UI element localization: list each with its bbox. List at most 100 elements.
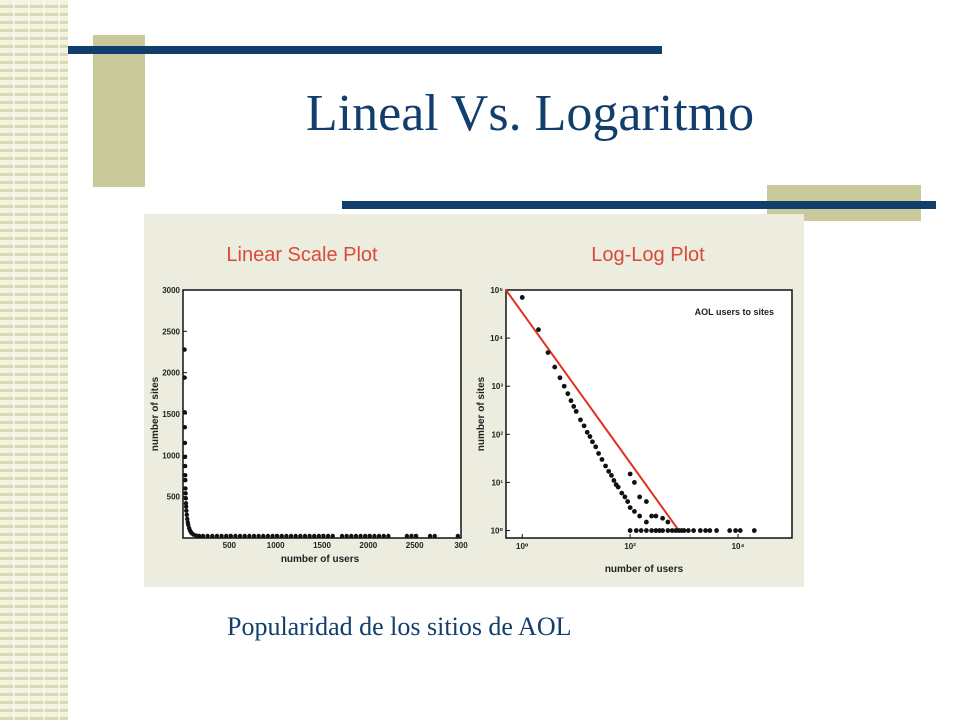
linear-point — [182, 463, 188, 469]
linear-point — [183, 477, 188, 483]
linear-point — [284, 533, 289, 539]
plots-image: Linear Scale Plot 3000 2500 2000 1500 1000 50… — [144, 214, 804, 587]
loglog-point — [603, 463, 608, 469]
loglog-point — [703, 528, 708, 533]
loglog-point — [653, 528, 659, 533]
loglog-point — [714, 528, 719, 533]
linear-point — [307, 533, 312, 539]
loglog-point — [571, 404, 577, 409]
loglog-point — [643, 528, 649, 533]
loglog-point — [599, 457, 605, 462]
slide-caption: Popularidad de los sitios de AOL — [227, 612, 572, 641]
loglog-point — [561, 383, 567, 389]
linear-point — [184, 512, 190, 518]
linear-point — [237, 533, 243, 539]
linear-point — [205, 533, 210, 539]
loglog-point — [627, 505, 633, 510]
loglog-point — [707, 528, 713, 533]
linear-point — [256, 533, 261, 539]
linear-point — [242, 533, 247, 539]
loglog-point — [627, 528, 633, 533]
linear-point — [432, 533, 437, 539]
linear-point — [316, 533, 322, 539]
linear-point — [381, 533, 386, 539]
title-rule-top — [68, 46, 662, 54]
loglog-point — [615, 484, 621, 490]
linear-point — [265, 533, 271, 539]
linear-point — [186, 522, 191, 527]
loglog-legend: AOL users to sites — [695, 307, 774, 317]
linear-x-tick-label: 500 — [223, 541, 237, 550]
loglog-point — [581, 423, 587, 429]
linear-x-axis-label: number of users — [281, 554, 360, 565]
linear-point — [183, 472, 188, 478]
linear-plot-frame — [182, 289, 462, 539]
loglog-point — [611, 478, 617, 483]
linear-point — [197, 533, 202, 539]
loglog-y-ticks: 10⁵ 10⁴ 10³ 10² 10¹ 10⁰ — [490, 286, 510, 536]
linear-point — [404, 533, 410, 539]
linear-x-tick-label: 2000 — [359, 541, 377, 550]
linear-point — [182, 375, 187, 380]
loglog-x-tick-label: 10⁴ — [732, 542, 745, 551]
loglog-point — [669, 528, 675, 533]
loglog-point — [660, 515, 666, 521]
linear-point — [228, 533, 234, 539]
linear-point — [233, 533, 238, 539]
loglog-point — [590, 439, 595, 445]
loglog-point — [609, 473, 614, 478]
linear-point — [182, 454, 188, 460]
loglog-point — [545, 350, 551, 355]
linear-point — [298, 533, 303, 539]
loglog-point — [681, 528, 687, 533]
loglog-point — [632, 509, 637, 514]
loglog-y-axis-label: number of sites — [476, 376, 487, 451]
linear-point — [183, 504, 189, 509]
loglog-point — [649, 528, 655, 533]
accent-block-top-left — [93, 35, 145, 187]
loglog-point — [751, 528, 757, 533]
loglog-point — [578, 417, 583, 423]
loglog-x-axis-label: number of users — [605, 564, 684, 575]
linear-point — [185, 516, 190, 522]
linear-point — [376, 533, 382, 539]
linear-point — [182, 440, 188, 446]
loglog-x-tick-label: 10² — [624, 542, 636, 551]
linear-plot: Linear Scale Plot 3000 2500 2000 1500 1000 50… — [150, 244, 468, 565]
loglog-point — [660, 528, 666, 533]
loglog-point — [587, 434, 593, 439]
loglog-point — [649, 513, 655, 519]
linear-x-tick-label: 300 — [454, 541, 468, 550]
linear-x-tick-label: 1500 — [313, 541, 331, 550]
linear-point — [288, 533, 294, 539]
linear-y-tick-label: 2000 — [162, 369, 180, 378]
loglog-point — [625, 499, 631, 504]
loglog-x-tick-label: 10⁰ — [516, 542, 529, 551]
loglog-point — [643, 499, 649, 504]
loglog-point — [552, 364, 558, 370]
linear-y-tick-label: 500 — [167, 493, 181, 502]
linear-point — [274, 533, 280, 539]
linear-point — [325, 533, 331, 539]
linear-y-tick-label: 2500 — [162, 327, 180, 336]
linear-point — [183, 491, 188, 496]
linear-point — [339, 533, 345, 539]
loglog-point — [619, 490, 625, 496]
loglog-points — [519, 295, 757, 533]
linear-y-tick-label: 3000 — [162, 286, 180, 295]
loglog-point — [697, 528, 703, 533]
loglog-point — [733, 528, 738, 533]
loglog-y-tick-label: 10⁰ — [491, 527, 504, 536]
linear-point — [224, 533, 229, 539]
loglog-point — [632, 480, 637, 485]
linear-point — [349, 533, 354, 539]
linear-point — [367, 533, 373, 539]
linear-y-tick-label: 1000 — [162, 451, 180, 460]
linear-point — [200, 533, 206, 539]
linear-plot-title: Linear Scale Plot — [226, 244, 378, 266]
slide-title: Lineal Vs. Logaritmo — [305, 85, 755, 142]
loglog-point — [606, 468, 612, 474]
linear-point — [353, 533, 359, 539]
loglog-point — [643, 519, 649, 525]
loglog-y-tick-label: 10⁴ — [490, 334, 503, 343]
